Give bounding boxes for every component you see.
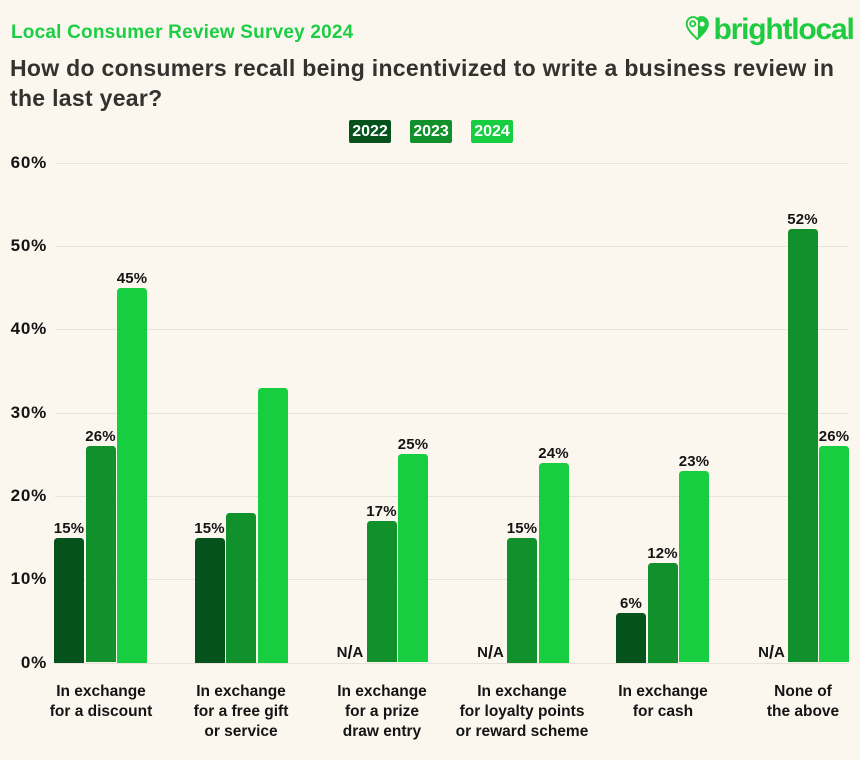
- svg-text:brightlocal: brightlocal: [714, 14, 854, 46]
